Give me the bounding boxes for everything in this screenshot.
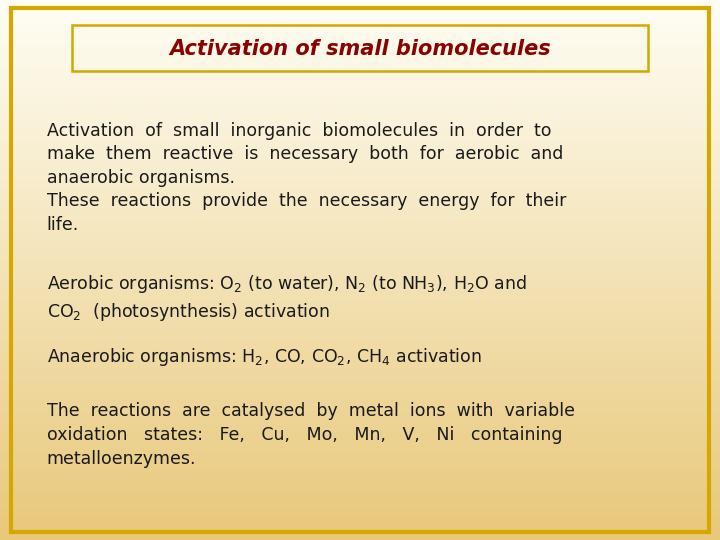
- Text: Aerobic organisms: O$_2$ (to water), N$_2$ (to NH$_3$), H$_2$O and
CO$_2$  (phot: Aerobic organisms: O$_2$ (to water), N$_…: [47, 273, 526, 323]
- Text: The  reactions  are  catalysed  by  metal  ions  with  variable
oxidation   stat: The reactions are catalysed by metal ion…: [47, 402, 575, 468]
- Text: Anaerobic organisms: H$_2$, CO, CO$_2$, CH$_4$ activation: Anaerobic organisms: H$_2$, CO, CO$_2$, …: [47, 346, 482, 368]
- Text: Activation  of  small  inorganic  biomolecules  in  order  to
make  them  reacti: Activation of small inorganic biomolecul…: [47, 122, 566, 234]
- Text: Activation of small biomolecules: Activation of small biomolecules: [169, 38, 551, 59]
